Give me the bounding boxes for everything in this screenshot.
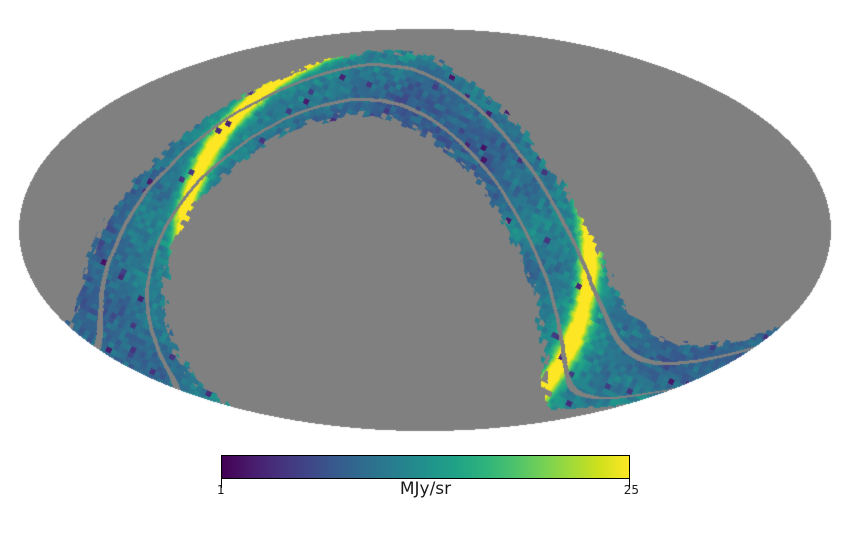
colorbar-max-label: 25 <box>623 483 639 497</box>
colorbar-unit-label: MJy/sr <box>399 479 452 499</box>
colorbar-gradient <box>221 455 630 479</box>
colorbar-tick-min <box>221 479 222 488</box>
colorbar-tick-max <box>629 479 630 488</box>
colorbar: 1 25 MJy/sr <box>217 455 639 499</box>
colorbar-min-label: 1 <box>217 483 225 497</box>
